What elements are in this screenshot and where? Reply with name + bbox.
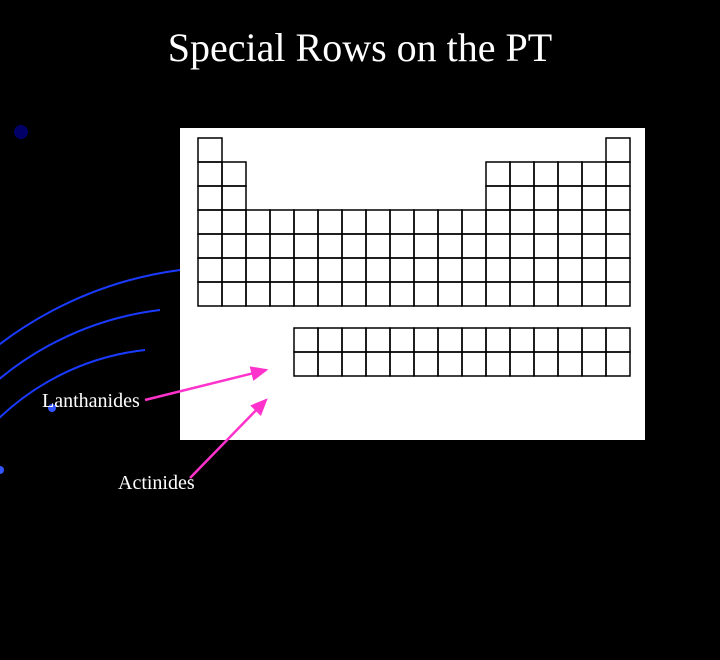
periodic-table: [180, 128, 645, 440]
actinides-label: Actinides: [118, 472, 195, 495]
bullet-icon: [14, 125, 28, 139]
periodic-table-grid: [180, 128, 645, 440]
lanthanides-label: Lanthanides: [42, 390, 140, 413]
page-title: Special Rows on the PT: [0, 24, 720, 71]
